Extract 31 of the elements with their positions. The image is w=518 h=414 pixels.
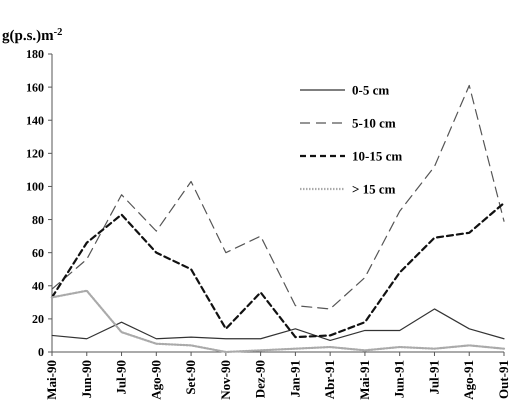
- x-tick-label: Jun-91: [392, 360, 407, 398]
- y-tick-label: 160: [26, 80, 44, 94]
- y-tick-label: 80: [32, 212, 44, 227]
- x-tick-label: Jan-91: [287, 360, 302, 398]
- x-tick-label: Set-90: [183, 360, 198, 395]
- x-tick-label: Jul-90: [114, 360, 129, 395]
- x-tick-label: Mai-90: [44, 360, 59, 400]
- y-axis-title: g(p.s.)m$^{-2}$: [2, 26, 62, 44]
- y-tick-label: 60: [32, 246, 44, 260]
- legend-label: 0-5 cm: [352, 82, 390, 98]
- legend-label: > 15 cm: [352, 182, 396, 197]
- x-tick-label: Jul-91: [426, 360, 442, 395]
- y-tick-label: 20: [32, 312, 44, 326]
- y-tick-label: 40: [32, 278, 44, 293]
- y-tick-label: 180: [26, 47, 44, 62]
- x-tick-label: Abr-91: [322, 360, 338, 400]
- x-tick-label: Ago-90: [148, 360, 164, 400]
- x-tick-label: Jun-90: [78, 360, 94, 398]
- x-tick-label: Ago-91: [461, 360, 476, 400]
- x-tick-label: Out-91: [496, 360, 511, 399]
- legend-label: 5-10 cm: [352, 116, 396, 131]
- line-series: [51, 308, 505, 342]
- y-tick-label: 140: [26, 113, 44, 128]
- x-tick-label: Dez-90: [252, 360, 268, 398]
- line-series: [50, 202, 506, 338]
- y-tick-label: 0: [38, 345, 44, 360]
- x-tick-label: Mai-91: [356, 360, 372, 400]
- y-tick-label: 100: [26, 180, 44, 194]
- y-tick-label: 120: [26, 146, 44, 161]
- legend-label: 10-15 cm: [352, 148, 402, 164]
- x-tick-label: Nov-90: [218, 360, 233, 400]
